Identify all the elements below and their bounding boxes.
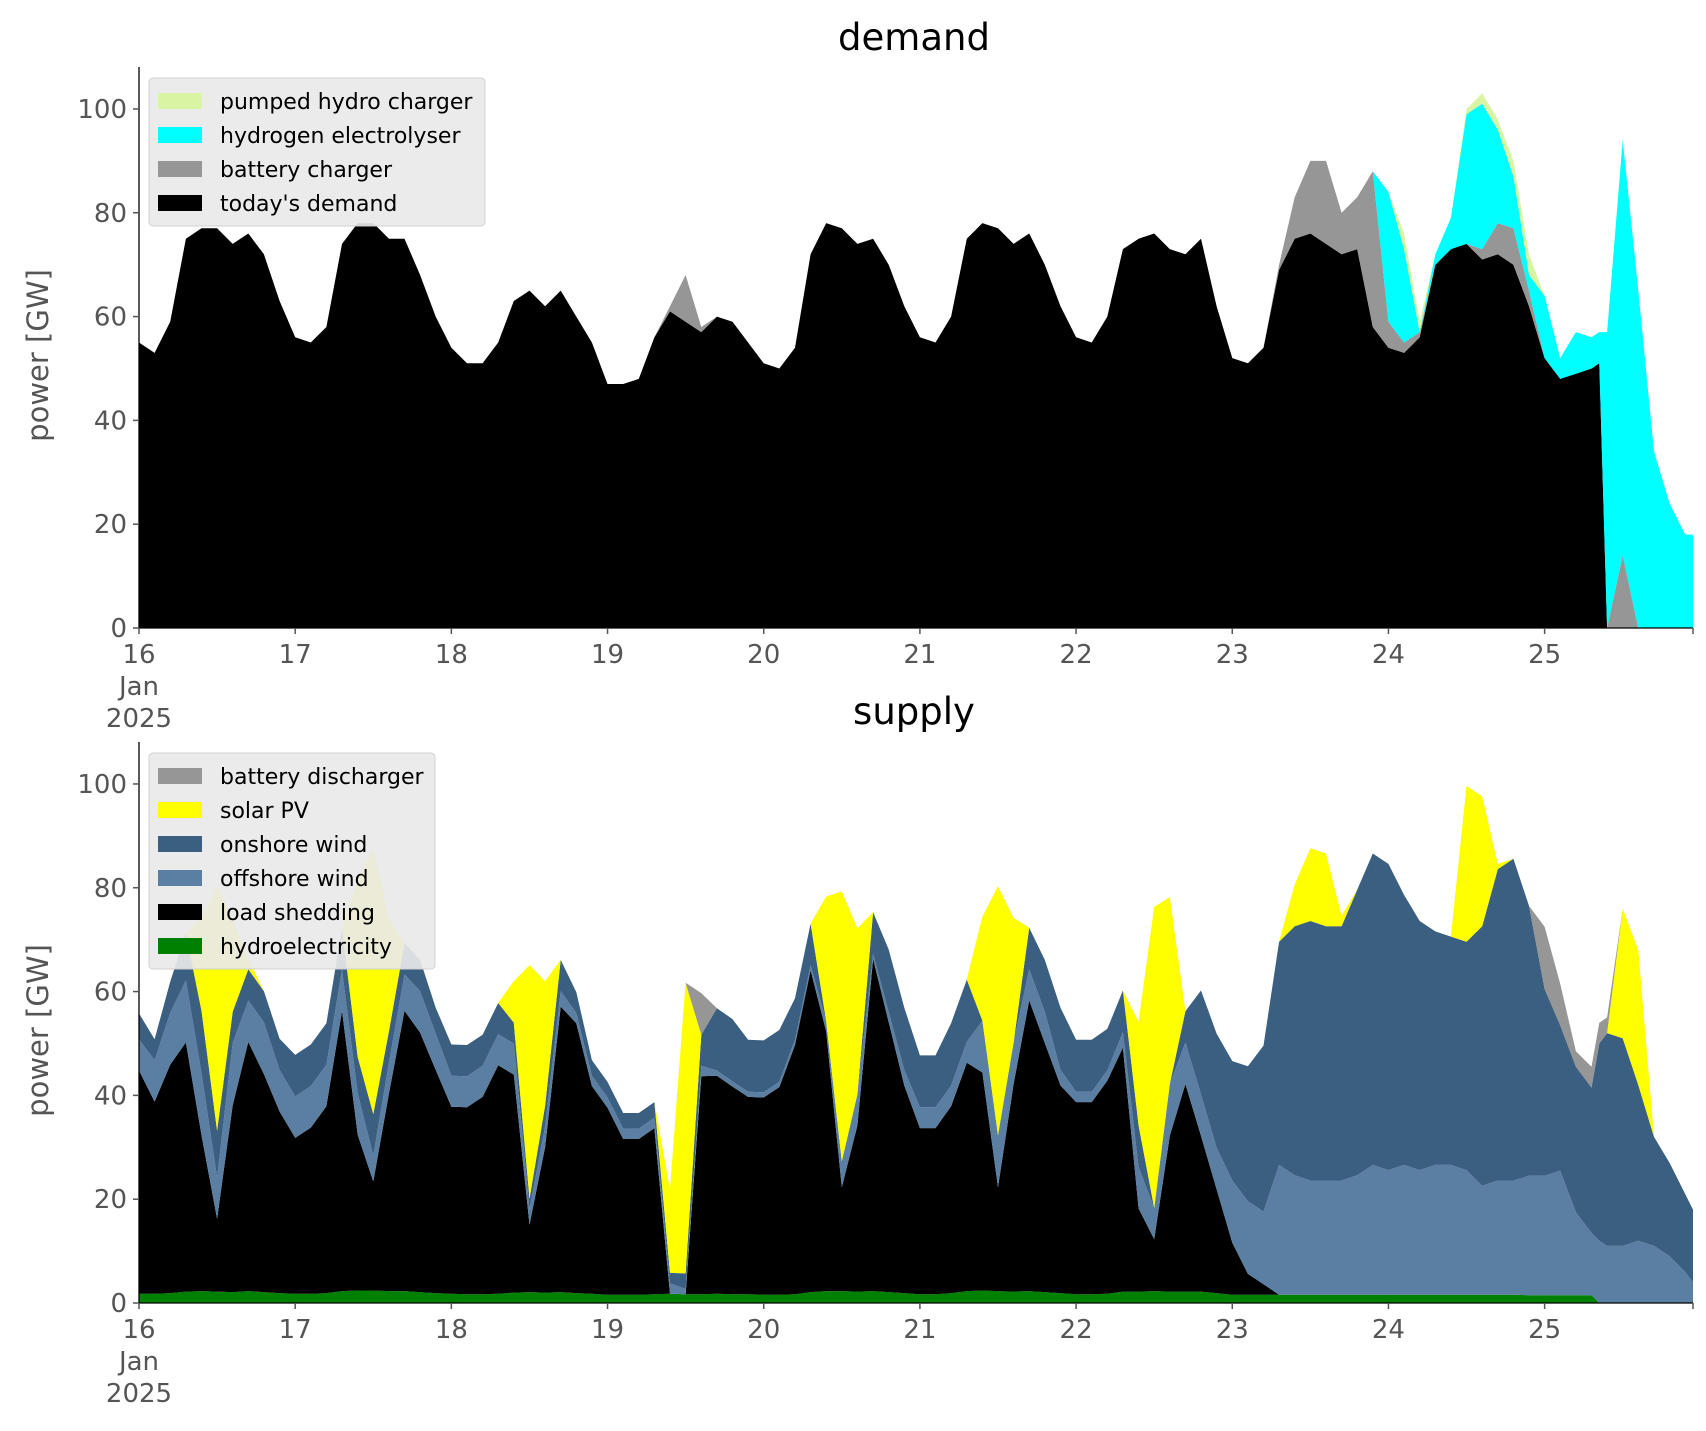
area-load-shedding: [139, 958, 1693, 1303]
y-tick-label: 40: [94, 406, 127, 436]
x-tick-label: 17: [279, 1315, 312, 1345]
x-tick-label: 21: [903, 1315, 936, 1345]
y-tick-label: 20: [94, 510, 127, 540]
y-tick-label: 60: [94, 303, 127, 333]
y-tick-label: 20: [94, 1185, 127, 1215]
y-tick-label: 0: [110, 614, 127, 644]
area-hydroelectricity: [139, 1290, 1693, 1303]
legend: [148, 752, 436, 970]
x-tick-label: 23: [1216, 640, 1249, 670]
x-tick-label: 24: [1372, 1315, 1405, 1345]
legend-label-pumped-hydro-charger: pumped hydro charger: [220, 90, 473, 115]
area-solar-pv: [139, 786, 1693, 1274]
legend-label-load-shedding: load shedding: [220, 901, 375, 926]
area-onshore-wind: [139, 853, 1693, 1289]
area-offshore-wind: [139, 953, 1693, 1303]
x-tick-label: 19: [591, 1315, 624, 1345]
x-tick-label: 22: [1060, 1315, 1093, 1345]
y-tick-label: 100: [77, 770, 127, 800]
x-tick-label: 18: [435, 1315, 468, 1345]
x-tick-label: 22: [1060, 640, 1093, 670]
x-tick-label: 25: [1528, 1315, 1561, 1345]
legend-swatch-today-s-demand: [158, 195, 202, 211]
y-axis-label: power [GW]: [21, 269, 55, 442]
legend-label-hydrogen-electrolyser: hydrogen electrolyser: [220, 124, 461, 149]
x-tick-date-label: 2025: [106, 704, 172, 734]
legend-label-battery-discharger: battery discharger: [220, 765, 425, 790]
legend-label-battery-charger: battery charger: [220, 158, 393, 183]
y-tick-label: 80: [94, 874, 127, 904]
y-tick-label: 40: [94, 1081, 127, 1111]
legend-swatch-onshore-wind: [158, 836, 202, 852]
legend-swatch-load-shedding: [158, 904, 202, 920]
legend-swatch-hydroelectricity: [158, 938, 202, 954]
legend-label-today-s-demand: today's demand: [220, 192, 397, 217]
y-tick-label: 80: [94, 199, 127, 229]
x-tick-label: 18: [435, 640, 468, 670]
x-tick-date-label: Jan: [117, 1347, 159, 1377]
x-tick-label: 24: [1372, 640, 1405, 670]
legend-label-onshore-wind: onshore wind: [220, 833, 367, 858]
x-tick-label: 25: [1528, 640, 1561, 670]
legend-swatch-battery-charger: [158, 161, 202, 177]
legend: [148, 77, 486, 227]
y-axis-label: power [GW]: [21, 944, 55, 1117]
legend-label-offshore-wind: offshore wind: [220, 867, 369, 892]
chart-title: supply: [853, 690, 975, 733]
y-tick-label: 100: [77, 95, 127, 125]
x-tick-label: 20: [747, 640, 780, 670]
y-tick-label: 0: [110, 1289, 127, 1319]
legend-swatch-hydrogen-electrolyser: [158, 127, 202, 143]
x-tick-label: 20: [747, 1315, 780, 1345]
legend-swatch-offshore-wind: [158, 870, 202, 886]
x-tick-label: 16: [122, 1315, 155, 1345]
x-tick-label: 19: [591, 640, 624, 670]
x-tick-label: 23: [1216, 1315, 1249, 1345]
chart-title: demand: [838, 16, 990, 59]
area-today-s-demand: [139, 223, 1693, 628]
y-tick-label: 60: [94, 978, 127, 1008]
x-tick-label: 17: [279, 640, 312, 670]
legend-label-hydroelectricity: hydroelectricity: [220, 935, 392, 960]
x-tick-date-label: Jan: [117, 672, 159, 702]
x-tick-label: 21: [903, 640, 936, 670]
x-tick-date-label: 2025: [106, 1379, 172, 1409]
legend-swatch-pumped-hydro-charger: [158, 93, 202, 109]
legend-swatch-solar-pv: [158, 802, 202, 818]
legend-swatch-battery-discharger: [158, 768, 202, 784]
x-tick-label: 16: [122, 640, 155, 670]
legend-label-solar-pv: solar PV: [220, 799, 309, 824]
